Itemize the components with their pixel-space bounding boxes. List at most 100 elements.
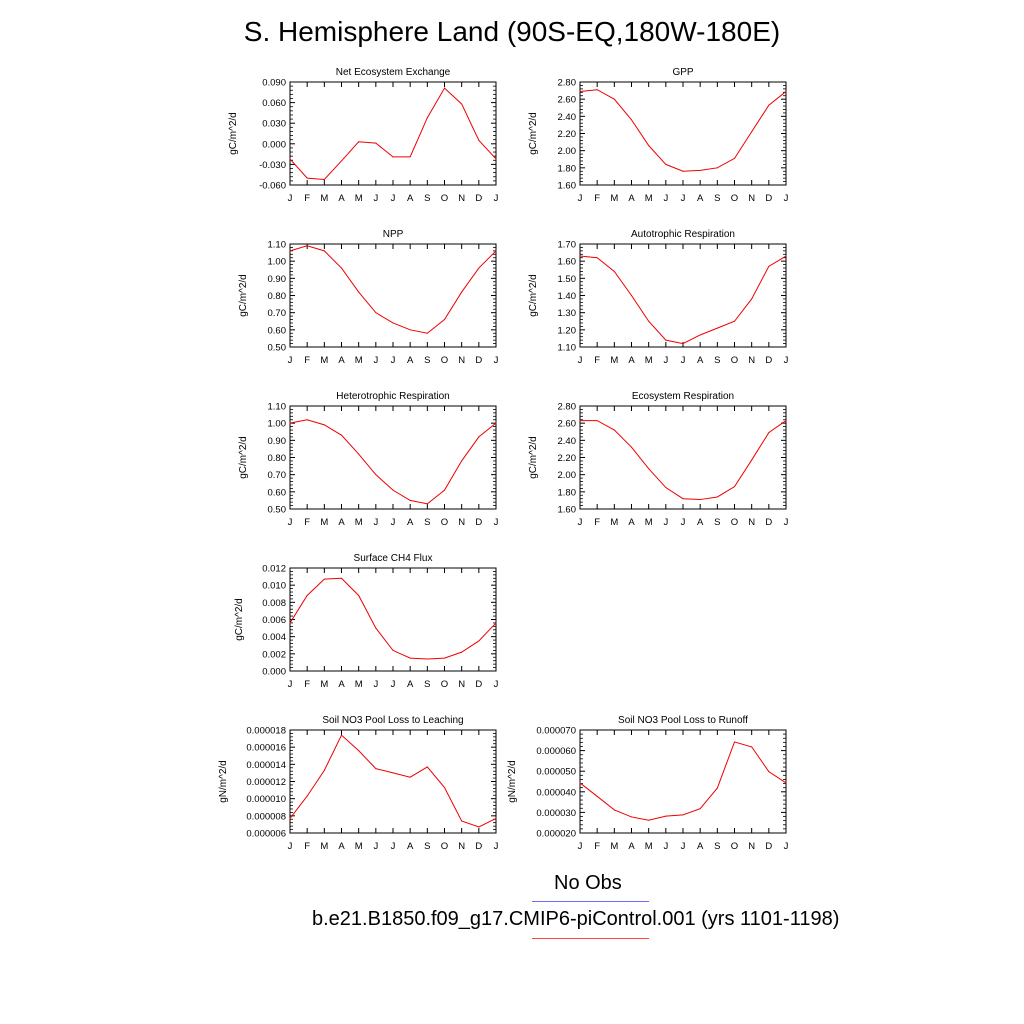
chart8-xtick-label: J	[373, 841, 378, 852]
chart3-xtick-label: J	[391, 355, 396, 366]
chart9-ytick-label: 0.000040	[536, 787, 576, 798]
chart8-xtick-label: M	[320, 841, 328, 852]
chart1-point	[444, 87, 445, 89]
chart9-ylabel: gN/m^2/d	[507, 760, 518, 803]
chart5-xtick-label: J	[373, 517, 378, 528]
chart3-series-model	[289, 245, 497, 334]
chart2-point	[665, 163, 667, 165]
chart4-point	[665, 339, 667, 341]
chart6-xtick-label: S	[714, 517, 720, 528]
chart7-xtick-label: M	[355, 679, 363, 690]
chart2-point	[579, 90, 581, 92]
chart1-title: Net Ecosystem Exchange	[336, 67, 451, 78]
chart5-xtick-label: O	[441, 517, 448, 528]
chart3-point	[306, 245, 308, 247]
chart9-xtick-label: M	[645, 841, 653, 852]
chart9-point	[768, 771, 770, 773]
chart5-point	[409, 499, 411, 501]
chart6-ylabel: gC/m^2/d	[528, 436, 539, 479]
page-title: S. Hemisphere Land (90S-EQ,180W-180E)	[243, 16, 781, 47]
chart2-point	[716, 167, 718, 169]
chart1-point	[478, 139, 480, 141]
chart4-xtick-label: F	[594, 355, 600, 366]
chart1-series-model	[289, 87, 497, 181]
chart4-ytick-label: 1.70	[558, 240, 577, 251]
chart3-point	[478, 267, 480, 269]
chart9-xtick-label: D	[765, 841, 772, 852]
chart3-ytick-label: 0.50	[268, 343, 287, 354]
chart4-ytick-label: 1.20	[558, 325, 577, 336]
chart4-point	[734, 320, 735, 322]
chart1-point	[375, 142, 377, 144]
chart8-point	[323, 769, 325, 771]
chart5-xtick-label: J	[288, 517, 293, 528]
chart4-ytick-label: 1.60	[558, 257, 577, 268]
chart4-point	[613, 270, 615, 272]
chart3-point	[426, 332, 428, 334]
chart2-xtick-label: M	[645, 193, 653, 204]
chart4-xtick-label: J	[663, 355, 668, 366]
chart5-xtick-label: J	[494, 517, 499, 528]
chart3-point	[409, 329, 411, 331]
chart6-series-model	[580, 420, 787, 501]
chart1-xtick-label: M	[355, 193, 363, 204]
chart7-ytick-label: 0.012	[262, 564, 286, 575]
chart7-title: Surface CH4 Flux	[354, 553, 433, 564]
chart8-ylabel: gN/m^2/d	[218, 760, 229, 803]
chart3-title: NPP	[383, 229, 404, 240]
chart8-ytick-label: 0.000010	[246, 794, 286, 805]
chart2-point	[785, 90, 787, 92]
chart2-xtick-label: D	[765, 193, 772, 204]
chart9-point	[596, 795, 598, 797]
chart1-ytick-label: 0.060	[262, 98, 286, 109]
chart9-ytick-label: 0.000030	[536, 808, 576, 819]
chart7-point	[392, 649, 394, 651]
chart8-point	[409, 776, 411, 778]
chart3-point	[495, 250, 497, 252]
chart8-ytick-label: 0.000006	[246, 829, 286, 840]
chart4-point	[785, 255, 787, 257]
legend-obs-label: No Obs	[554, 872, 622, 894]
chart6-ytick-label: 2.60	[558, 419, 577, 430]
chart6-point	[699, 499, 701, 501]
chart8-title: Soil NO3 Pool Loss to Leaching	[322, 715, 463, 726]
chart6-point	[631, 446, 632, 448]
chart5-point	[478, 436, 480, 438]
chart9-point	[613, 809, 615, 811]
chart4-xtick-label: O	[731, 355, 738, 366]
chart3-point	[461, 291, 463, 293]
legend-obs-line	[532, 901, 649, 902]
chart1-point	[323, 179, 325, 181]
chart7-point	[306, 594, 308, 596]
chart2-point	[631, 119, 632, 121]
chart6-title: Ecosystem Respiration	[632, 391, 734, 402]
chart6-xtick-label: N	[748, 517, 755, 528]
chart8-xtick-label: J	[391, 841, 396, 852]
chart4-xtick-label: J	[681, 355, 686, 366]
chart7-xtick-label: F	[304, 679, 310, 690]
chart8-point	[478, 826, 480, 828]
chart6-xtick-label: D	[765, 517, 772, 528]
chart5-frame	[289, 405, 497, 510]
chart7-ytick-label: 0.000	[262, 667, 286, 678]
chart9-point	[648, 819, 650, 821]
chart4-xtick-label: N	[748, 355, 755, 366]
chart5-xtick-label: N	[458, 517, 465, 528]
chart4-point	[682, 343, 684, 345]
chart1-xtick-label: A	[338, 193, 345, 204]
chart2-point	[751, 131, 753, 133]
chart4-point	[579, 255, 581, 257]
chart5-ytick-label: 0.70	[268, 470, 287, 481]
chart5-point	[358, 453, 360, 455]
chart3-point	[289, 250, 291, 252]
chart7-ytick-label: 0.008	[262, 598, 286, 609]
chart6-xtick-label: J	[663, 517, 668, 528]
chart1-point	[461, 103, 463, 105]
chart2-ylabel: gC/m^2/d	[528, 112, 539, 155]
chart5-point	[289, 422, 291, 424]
chart5-xtick-label: A	[407, 517, 414, 528]
chart7-series-model	[289, 577, 497, 660]
chart3-frame	[289, 243, 497, 348]
chart2-xtick-label: M	[610, 193, 618, 204]
chart2-xtick-label: O	[731, 193, 738, 204]
